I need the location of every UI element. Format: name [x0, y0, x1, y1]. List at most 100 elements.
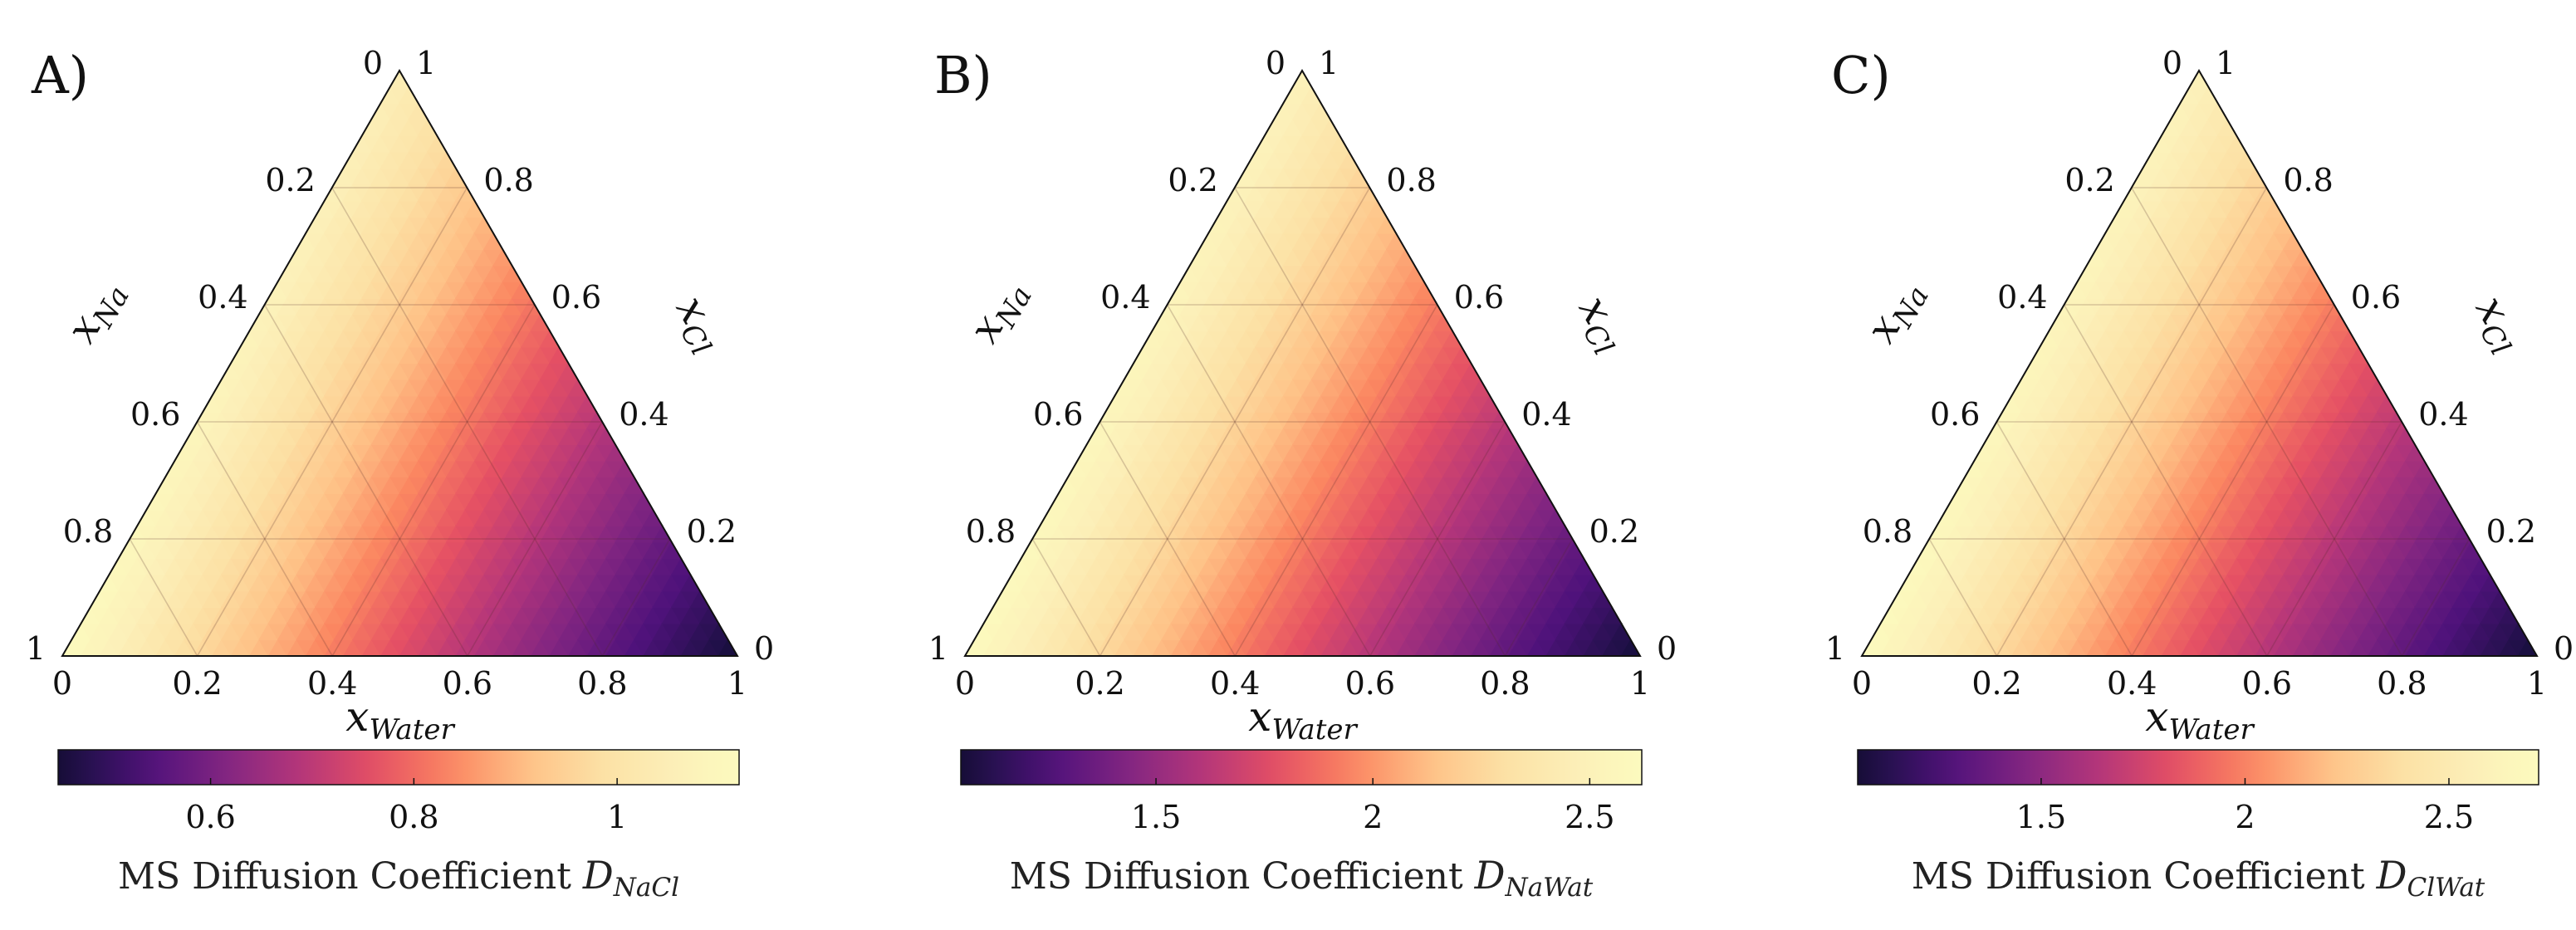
colorbar-tick-label: 0.8 [389, 799, 438, 835]
right-tick-label: 0.6 [1454, 279, 1504, 316]
right-tick-label: 1 [2216, 45, 2236, 81]
right-tick-label: 0.2 [2486, 513, 2536, 550]
left-tick-label: 0.4 [198, 279, 247, 316]
colorbar-tick-label: 2 [2235, 799, 2255, 835]
grid-line [1234, 187, 1506, 657]
bottom-tick-label: 0.8 [1480, 665, 1530, 702]
right-tick-label: 0.8 [2283, 162, 2333, 198]
left-tick-label: 0.2 [265, 162, 315, 198]
right-tick-label: 0.4 [619, 396, 668, 433]
grid-line [1099, 421, 1236, 657]
left-tick-label: 0.8 [966, 513, 1016, 550]
colorbar [1857, 749, 2539, 786]
grid-line [331, 187, 604, 657]
x-cl-axis-label: xCl [1565, 287, 1638, 361]
heatmap-cells [61, 69, 739, 658]
right-tick-label: 0 [1657, 630, 1677, 667]
colorbar-tick-label: 2.5 [1565, 799, 1614, 835]
right-tick-label: 0 [754, 630, 774, 667]
right-tick-label: 0.6 [551, 279, 601, 316]
ternary-panel: 0 0.2 0.4 0.6 0.8 1 1 0.8 0.6 0.4 0.2 0 0 0.2 0.4 0.6 0.… [928, 45, 1677, 903]
bottom-tick-label: 1 [2527, 665, 2547, 702]
heatmap-cells [963, 69, 1642, 658]
grid-line [2401, 538, 2471, 657]
bottom-tick-label: 0.6 [443, 665, 492, 702]
grid-line [196, 421, 333, 657]
grid-line [1369, 421, 1506, 657]
bottom-tick-label: 0.2 [1971, 665, 2021, 702]
right-tick-label: 0 [2554, 630, 2574, 667]
right-tick-label: 0.8 [1386, 162, 1436, 198]
grid-line [1166, 304, 1371, 657]
left-tick-label: 0 [2162, 45, 2182, 81]
bottom-tick-label: 1 [1630, 665, 1650, 702]
left-tick-label: 1 [1825, 630, 1845, 667]
grid-line [331, 304, 536, 657]
x-cl-axis-label: xCl [2461, 287, 2535, 361]
grid-line [467, 421, 603, 657]
colorbar [57, 749, 740, 786]
heatmap-cells [1860, 69, 2539, 658]
panel-label: A) [31, 45, 89, 105]
grid-line [1234, 304, 1438, 657]
ternary-outline [61, 68, 739, 657]
left-tick-label: 0 [363, 45, 383, 81]
x-water-axis-label: xWater [1248, 693, 1358, 746]
left-tick-label: 0 [1266, 45, 1286, 81]
colorbar [960, 749, 1643, 786]
ternary-panel: 0 0.2 0.4 0.6 0.8 1 1 0.8 0.6 0.4 0.2 0 0 0.2 0.4 0.6 0.… [26, 45, 774, 903]
colorbar-tick-label: 2.5 [2424, 799, 2474, 835]
colorbar-tick-label: 1.5 [2016, 799, 2066, 835]
left-tick-label: 0.2 [1168, 162, 1217, 198]
x-water-axis-label: xWater [2145, 693, 2255, 746]
bottom-tick-label: 0.4 [1210, 665, 1260, 702]
left-tick-label: 0.8 [1863, 513, 1912, 550]
colorbar-label: MS Diffusion Coefficient DNaWat [1010, 853, 1594, 903]
heatmap-cell [1291, 69, 1313, 88]
right-tick-label: 0.4 [1521, 396, 1571, 433]
colorbar-tick-label: 0.6 [185, 799, 235, 835]
left-tick-label: 0.6 [1033, 396, 1083, 433]
bottom-tick-label: 0 [955, 665, 975, 702]
heatmap-cell [2188, 69, 2210, 88]
left-tick-label: 1 [928, 630, 948, 667]
right-tick-label: 0.2 [1589, 513, 1639, 550]
x-na-axis-label: xNa [960, 271, 1039, 354]
grid-line [1504, 538, 1574, 657]
grid-line [196, 187, 468, 657]
right-tick-label: 0.2 [687, 513, 737, 550]
grid-line [1996, 421, 2133, 657]
grid-line [2063, 304, 2268, 657]
bottom-tick-label: 0.8 [577, 665, 627, 702]
bottom-tick-label: 0.6 [1345, 665, 1395, 702]
left-tick-label: 0.4 [1100, 279, 1150, 316]
grid-line [129, 538, 198, 657]
right-tick-label: 1 [416, 45, 436, 81]
bottom-tick-label: 0.8 [2377, 665, 2427, 702]
left-tick-label: 0.6 [130, 396, 180, 433]
right-tick-label: 0.8 [483, 162, 533, 198]
grid-line [1928, 538, 1998, 657]
ternary-grid [129, 187, 671, 657]
grid-line [263, 304, 468, 657]
bottom-tick-label: 0 [52, 665, 72, 702]
colorbar-label: MS Diffusion Coefficient DClWat [1912, 853, 2485, 903]
right-tick-label: 0.4 [2418, 396, 2468, 433]
left-tick-label: 0.6 [1930, 396, 1980, 433]
bottom-tick-label: 1 [727, 665, 747, 702]
colorbar-tick-label: 1 [607, 799, 627, 835]
x-na-axis-label: xNa [57, 271, 136, 354]
bottom-tick-label: 0.2 [1075, 665, 1124, 702]
colorbar-tick-label: 2 [1363, 799, 1383, 835]
bottom-tick-label: 0.2 [172, 665, 222, 702]
colorbar-label: MS Diffusion Coefficient DNaCl [118, 853, 679, 903]
grid-line [601, 538, 671, 657]
right-tick-label: 1 [1319, 45, 1339, 81]
ternary-outline [1860, 68, 2539, 657]
right-tick-label: 0.6 [2351, 279, 2401, 316]
heatmap-cell [389, 69, 410, 88]
grid-line [1099, 187, 1371, 657]
ternary-outline [963, 68, 1642, 657]
x-cl-axis-label: xCl [662, 287, 736, 361]
